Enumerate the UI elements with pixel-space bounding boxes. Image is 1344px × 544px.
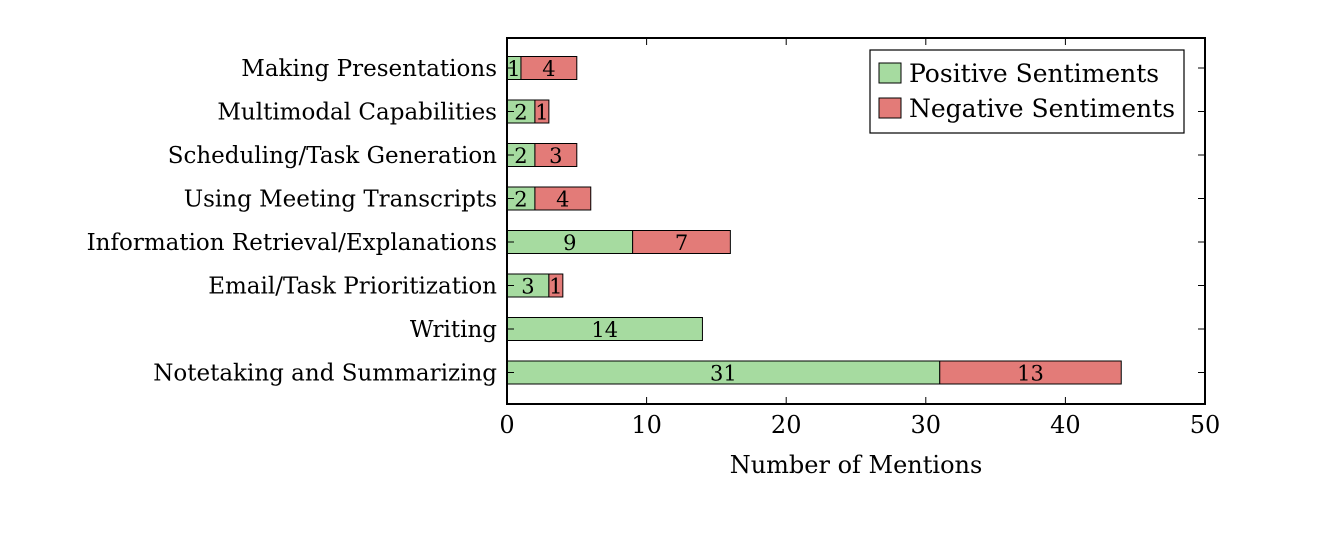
bars-group [506, 56, 1122, 385]
negative-value-label: 7 [675, 231, 688, 255]
negative-bar [939, 360, 1122, 385]
positive-value-label: 3 [521, 275, 534, 299]
category-label: Making Presentations [241, 56, 497, 82]
x-axis-title: Number of Mentions [730, 451, 983, 479]
category-label: Notetaking and Summarizing [153, 361, 497, 387]
positive-value-label: 2 [514, 101, 527, 125]
ticks-group: 0 10 20 30 40 50 [499, 38, 1220, 439]
negative-value-label: 4 [556, 188, 569, 212]
legend-swatch-positive [878, 62, 902, 84]
negative-bar [534, 99, 550, 124]
legend-swatch-negative [878, 97, 902, 119]
plot-frame [506, 37, 1206, 405]
positive-value-label: 14 [591, 318, 618, 342]
legend-label-positive: Positive Sentiments [909, 59, 1159, 88]
category-label: Email/Task Prioritization [208, 274, 497, 300]
x-tick-label: 10 [631, 411, 662, 439]
x-tick-label: 20 [771, 411, 802, 439]
negative-value-label: 3 [549, 144, 562, 168]
negative-bar [520, 56, 578, 80]
category-label: Multimodal Capabilities [217, 100, 497, 126]
legend-label-negative: Negative Sentiments [909, 94, 1175, 123]
negative-bar [534, 186, 592, 211]
x-tick-label: 50 [1190, 411, 1221, 439]
positive-value-label: 9 [563, 231, 576, 255]
negative-value-label: 1 [535, 101, 548, 125]
x-tick-label: 0 [499, 411, 514, 439]
positive-value-label: 31 [710, 362, 737, 386]
negative-value-label: 4 [542, 57, 555, 81]
negative-value-label: 13 [1017, 362, 1044, 386]
category-label: Information Retrieval/Explanations [87, 230, 497, 256]
legend-box [869, 49, 1185, 134]
positive-value-label: 2 [514, 188, 527, 212]
category-label: Using Meeting Transcripts [184, 187, 497, 213]
x-tick-label: 30 [911, 411, 942, 439]
legend: Positive Sentiments Negative Sentiments [869, 49, 1185, 134]
category-label: Scheduling/Task Generation [168, 143, 497, 169]
positive-value-label: 2 [514, 144, 527, 168]
negative-bar [534, 143, 578, 167]
x-tick-label: 40 [1050, 411, 1081, 439]
negative-bar [548, 273, 564, 298]
negative-bar [632, 230, 731, 254]
negative-value-label: 1 [549, 275, 562, 299]
positive-value-label: 1 [507, 57, 520, 81]
category-labels-group: Making Presentations Multimodal Capabilit… [87, 56, 498, 387]
category-label: Writing [410, 317, 497, 343]
